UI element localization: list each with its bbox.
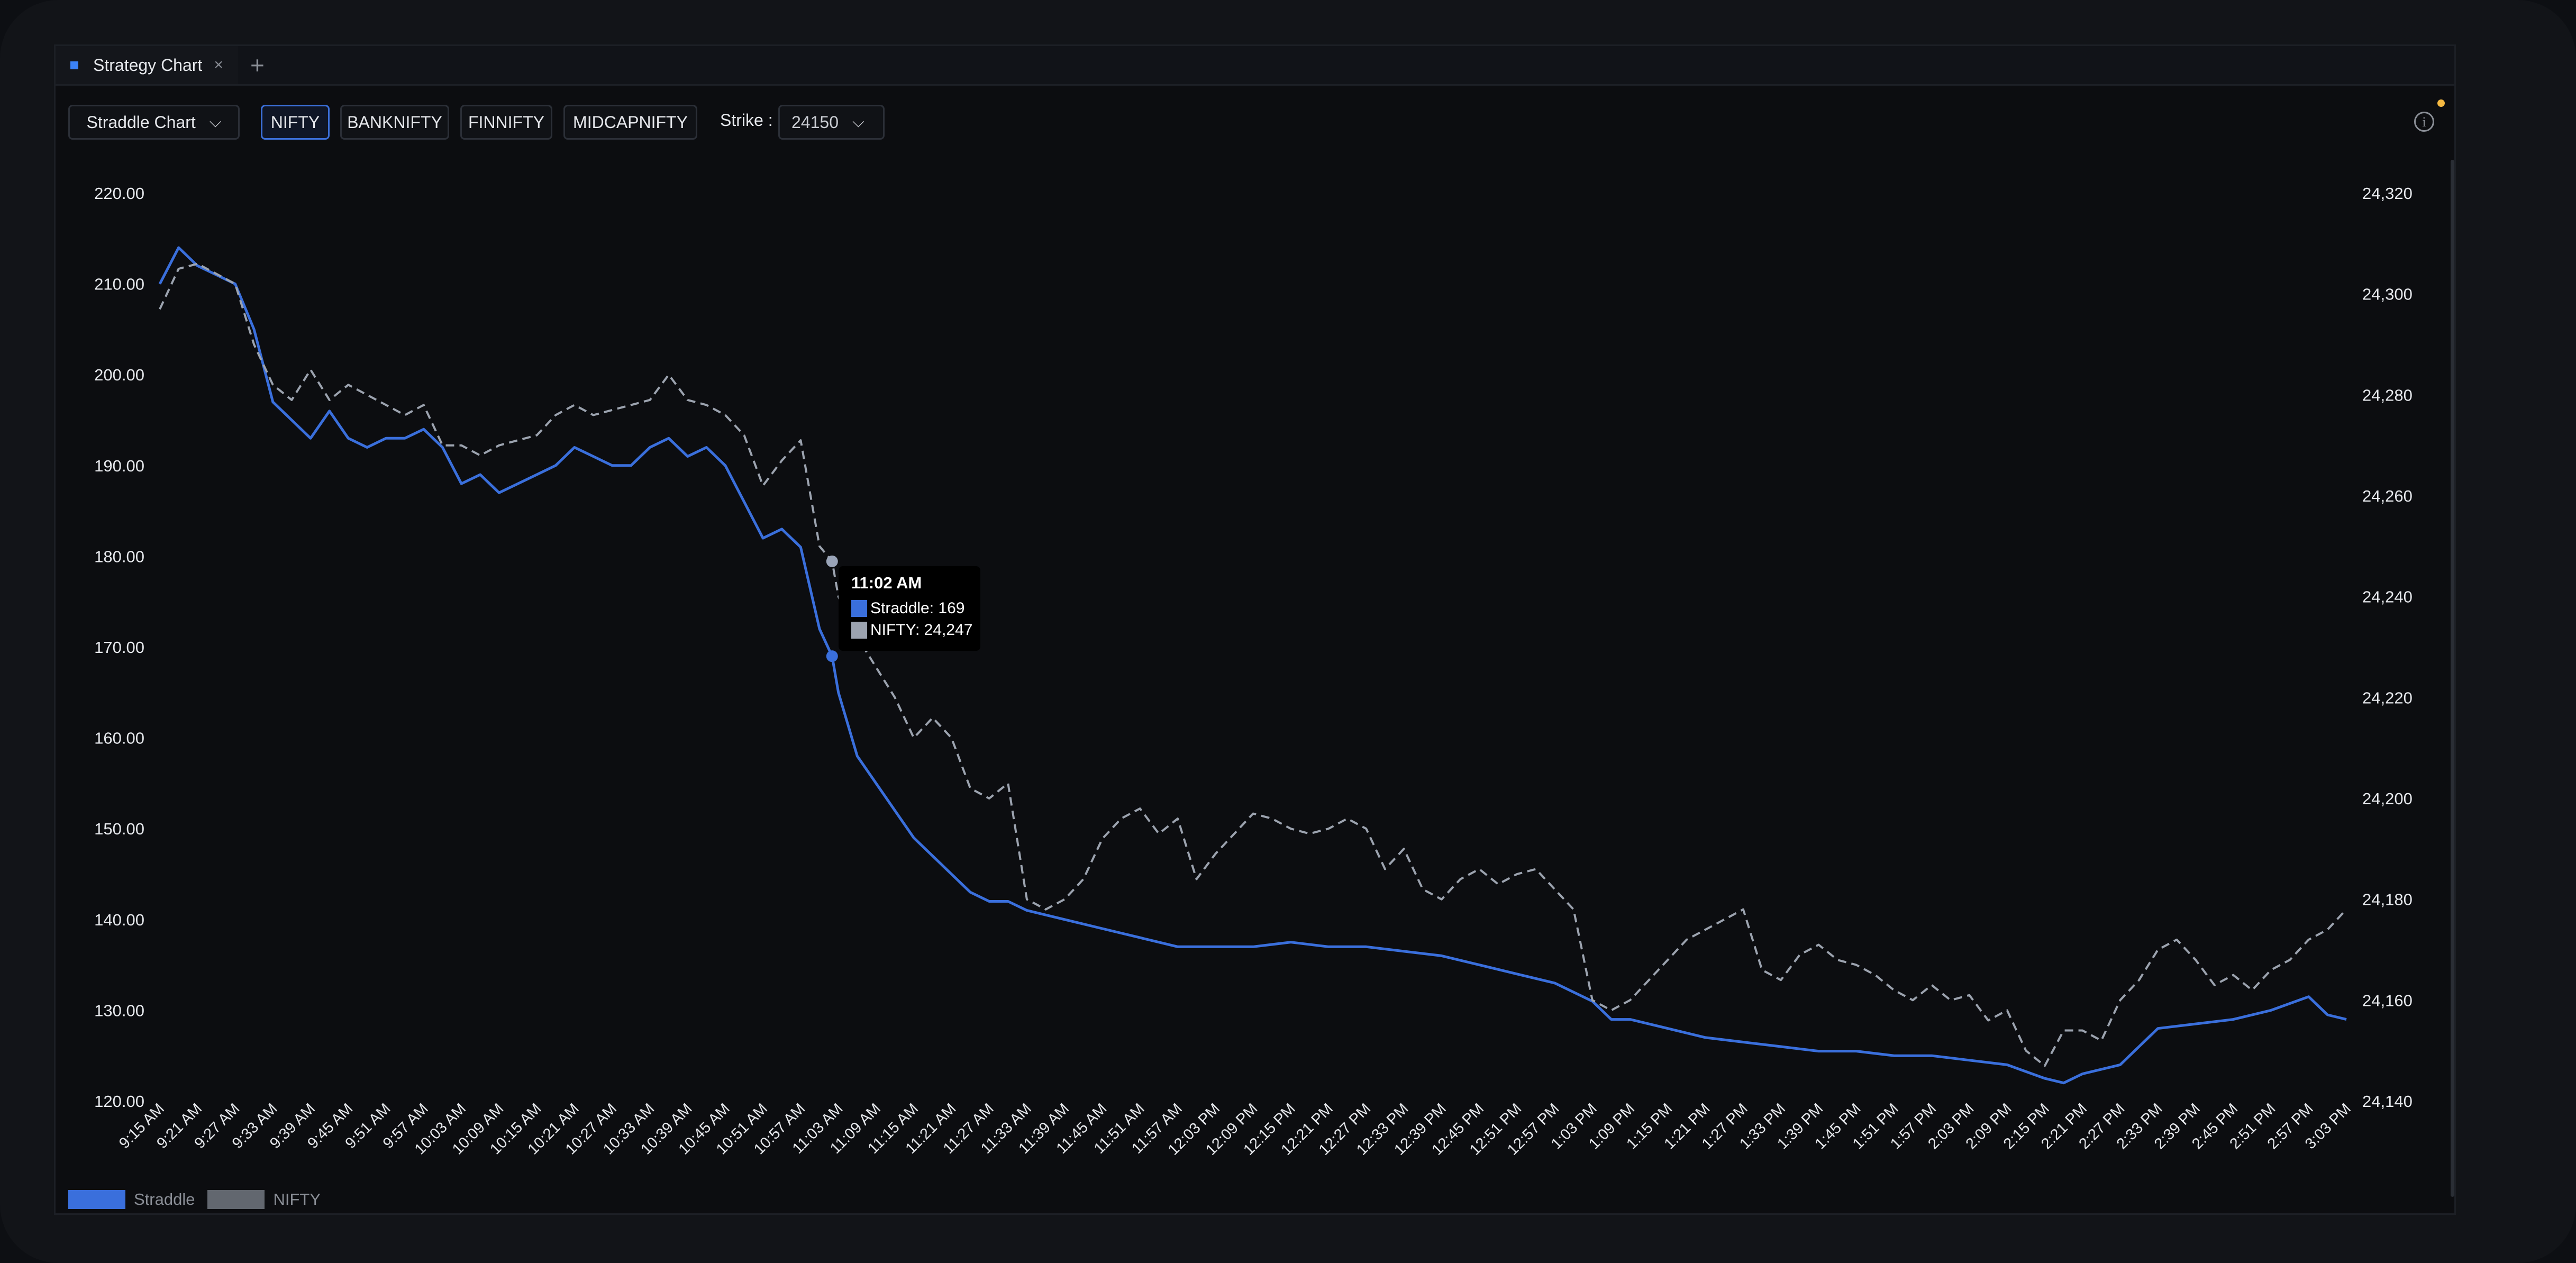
- legend-nifty-label[interactable]: NIFTY: [273, 1190, 321, 1209]
- strike-label: Strike :: [720, 111, 773, 130]
- y-left-tick-label: 210.00: [94, 275, 144, 294]
- straddle-hover-marker: [826, 650, 838, 662]
- y-left-tick-label: 140.00: [94, 911, 144, 929]
- strike-value: 24150: [791, 112, 839, 132]
- index-label: BANKNIFTY: [347, 112, 442, 132]
- chart-panel: Strategy Chart × + Straddle Chart ⌵ NIFT…: [54, 44, 2456, 1215]
- vertical-scrollbar[interactable]: [2451, 160, 2454, 1197]
- y-right-tick-label: 24,140: [2362, 1092, 2413, 1111]
- y-right-tick-label: 24,320: [2362, 184, 2413, 203]
- nifty-swatch: [851, 622, 867, 639]
- y-right-tick-label: 24,240: [2362, 588, 2413, 606]
- y-right-tick-label: 24,160: [2362, 991, 2413, 1010]
- info-icon[interactable]: i: [2414, 112, 2434, 132]
- index-button-banknifty[interactable]: BANKNIFTY: [340, 105, 449, 140]
- tab-bar: Strategy Chart × +: [56, 46, 2454, 86]
- y-right-tick-label: 24,280: [2362, 386, 2413, 404]
- y-left-tick-label: 130.00: [94, 1001, 144, 1020]
- chart-type-value: Straddle Chart: [86, 112, 196, 132]
- index-button-finnifty[interactable]: FINNIFTY: [460, 105, 552, 140]
- tab-label: Strategy Chart: [93, 55, 203, 75]
- tooltip-straddle-value: Straddle: 169: [870, 599, 965, 617]
- y-right-tick-label: 24,180: [2362, 891, 2413, 909]
- tooltip-time: 11:02 AM: [851, 574, 922, 592]
- y-left-tick-label: 200.00: [94, 366, 144, 384]
- straddle-chart[interactable]: 220.00 210.00 200.00 190.00 180.00 170.00 160.…: [56, 46, 2457, 1216]
- y-left-tick-label: 220.00: [94, 184, 144, 203]
- strike-select[interactable]: 24150 ⌵: [778, 105, 885, 140]
- index-label: FINNIFTY: [468, 112, 544, 132]
- index-button-nifty[interactable]: NIFTY: [261, 105, 330, 140]
- nifty-series-line: [159, 262, 2347, 1067]
- y-left-tick-label: 190.00: [94, 457, 144, 475]
- y-right-tick-label: 24,260: [2362, 487, 2413, 505]
- tab-color-square-icon: [70, 61, 78, 69]
- tooltip-straddle-row: Straddle: 169: [851, 599, 964, 617]
- tooltip-nifty-row: NIFTY: 24,247: [851, 621, 972, 639]
- straddle-series-line: [158, 246, 2347, 1085]
- y-left-tick-label: 120.00: [94, 1092, 144, 1111]
- legend-straddle-label[interactable]: Straddle: [134, 1190, 195, 1209]
- add-tab-icon[interactable]: +: [250, 51, 265, 79]
- straddle-swatch: [851, 600, 867, 617]
- y-right-tick-label: 24,300: [2362, 285, 2413, 304]
- y-right-tick-label: 24,200: [2362, 789, 2413, 808]
- y-left-tick-label: 150.00: [94, 820, 144, 838]
- chevron-down-icon: ⌵: [852, 113, 864, 131]
- y-left-tick-label: 160.00: [94, 729, 144, 748]
- index-label: NIFTY: [270, 112, 320, 132]
- y-right-tick-label: 24,220: [2362, 688, 2413, 707]
- chart-tooltip: 11:02 AM Straddle: 169 NIFTY: 24,247: [839, 566, 980, 651]
- index-button-midcapnifty[interactable]: MIDCAPNIFTY: [563, 105, 697, 140]
- tab-close-icon[interactable]: ×: [214, 56, 223, 74]
- chart-type-select[interactable]: Straddle Chart ⌵: [68, 105, 240, 140]
- chevron-down-icon: ⌵: [209, 113, 222, 131]
- nifty-hover-marker: [826, 555, 838, 567]
- y-left-tick-label: 170.00: [94, 638, 144, 657]
- legend-straddle-swatch[interactable]: [68, 1190, 125, 1209]
- chart-legend: Straddle NIFTY: [68, 1189, 333, 1210]
- notification-dot: [2437, 99, 2445, 107]
- legend-nifty-swatch[interactable]: [207, 1190, 265, 1209]
- tooltip-nifty-value: NIFTY: 24,247: [870, 621, 973, 639]
- tab-strategy-chart[interactable]: Strategy Chart ×: [56, 46, 238, 84]
- index-label: MIDCAPNIFTY: [573, 112, 688, 132]
- y-left-tick-label: 180.00: [94, 547, 144, 566]
